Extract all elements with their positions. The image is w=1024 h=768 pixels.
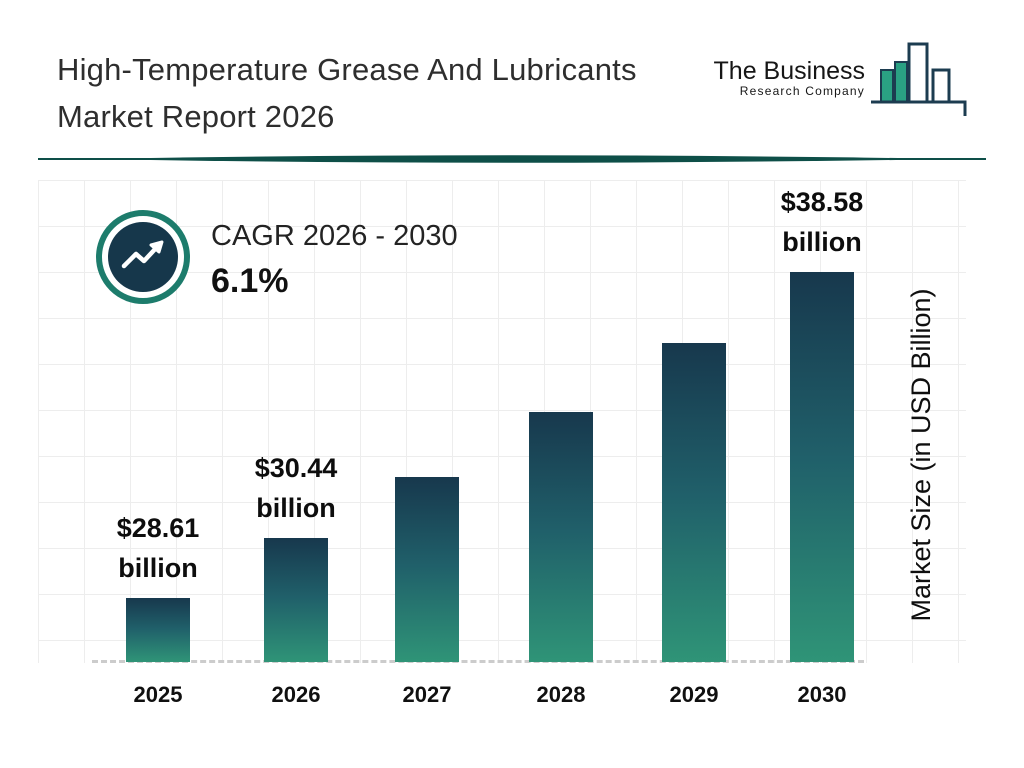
- cagr-value: 6.1%: [211, 262, 289, 300]
- bar-value-label-2026: $30.44 billion: [186, 448, 406, 528]
- company-subtitle: Research Company: [739, 84, 865, 98]
- y-axis-label: Market Size (in USD Billion): [906, 288, 936, 622]
- page-title-line2: Market Report 2026: [57, 99, 335, 134]
- cagr-label: CAGR 2026 - 2030: [211, 220, 458, 252]
- year-label-2027: 2027: [402, 682, 452, 707]
- bar-value-label-2030: $38.58 billion: [712, 182, 932, 262]
- page-title-line1: High-Temperature Grease And Lubricants: [57, 52, 637, 87]
- bar-2025: [126, 598, 190, 662]
- company-logo: The Business Research Company: [700, 40, 970, 124]
- year-label-2026: 2026: [271, 682, 321, 707]
- company-logo-text: The Business Research Company: [700, 40, 865, 99]
- bar-2029: [662, 343, 726, 662]
- company-name: The Business: [713, 57, 865, 85]
- year-label-2029: 2029: [669, 682, 719, 707]
- year-label-2028: 2028: [536, 682, 586, 707]
- header-divider: [38, 155, 986, 163]
- bar-value-unit: billion: [256, 493, 336, 523]
- bar-2026: [264, 538, 328, 662]
- bar-value-label-2025: $28.61 billion: [48, 508, 268, 588]
- bar-2028: [529, 412, 593, 662]
- bar-value-amount: $28.61: [116, 513, 200, 543]
- bar-value-unit: billion: [782, 227, 862, 257]
- bar-2027: [395, 477, 459, 662]
- chart-baseline: [92, 660, 864, 663]
- page-title: High-Temperature Grease And Lubricants M…: [57, 46, 637, 140]
- bar-2030: [790, 272, 854, 662]
- bar-value-unit: billion: [118, 553, 198, 583]
- bar-value-amount: $38.58: [780, 187, 864, 217]
- trending-up-icon: [96, 210, 190, 304]
- year-label-2030: 2030: [797, 682, 847, 707]
- bar-value-amount: $30.44: [254, 453, 338, 483]
- year-label-2025: 2025: [133, 682, 183, 707]
- bar-chart-logo-icon: [871, 42, 967, 116]
